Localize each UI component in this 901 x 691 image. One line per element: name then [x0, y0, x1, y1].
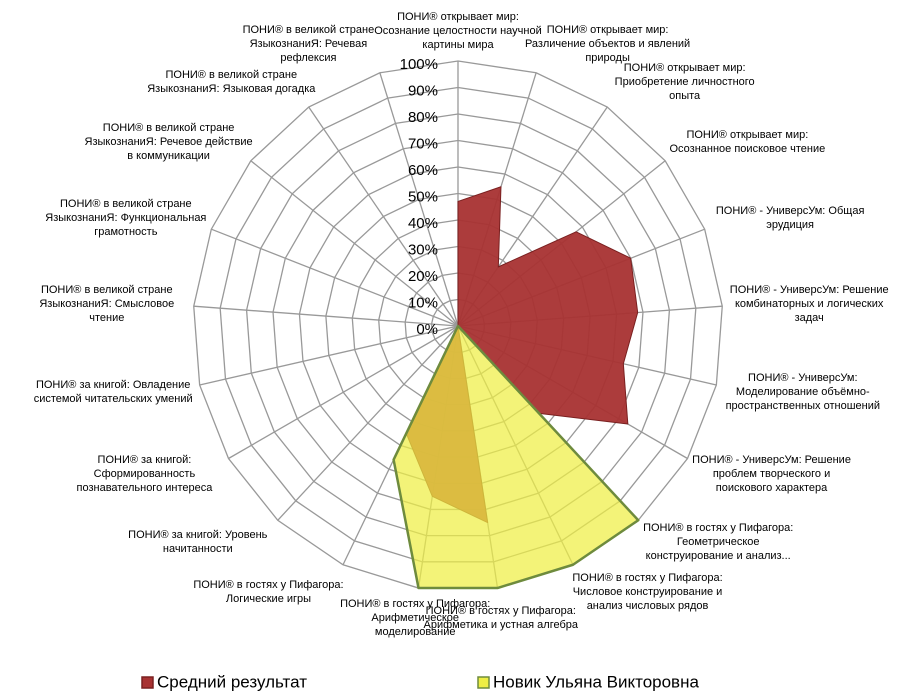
legend-swatch [141, 676, 154, 689]
spoke [250, 160, 459, 327]
category-label: ПОНИ® в гостях у Пифагора: Числовое конс… [572, 571, 723, 612]
category-label: ПОНИ® в великой стране ЯзыкознаниЯ: Язык… [147, 69, 316, 96]
r-tick-label: 30% [408, 241, 438, 258]
legend-label: Средний результат [157, 672, 307, 691]
r-tick-label: 90% [408, 82, 438, 99]
r-tick-label: 0% [416, 321, 438, 338]
category-label: ПОНИ® в великой стране ЯзыкознаниЯ: Смыс… [39, 283, 175, 324]
r-tick-label: 100% [400, 56, 438, 73]
spoke [199, 325, 459, 386]
category-label: ПОНИ® за книгой: Сформированность познав… [76, 453, 213, 494]
legend-label: Новик Ульяна Викторовна [493, 672, 699, 691]
category-label: ПОНИ® в великой стране ЯзыкознаниЯ: Рече… [242, 24, 375, 65]
category-label: ПОНИ® открывает мир: Осознание целостнос… [374, 11, 542, 51]
category-label: ПОНИ® открывает мир: Осознанное поисково… [669, 129, 826, 156]
category-label: ПОНИ® - УниверсУм: Решение комбинаторных… [729, 283, 889, 324]
r-tick-label: 10% [408, 294, 438, 311]
r-tick-label: 20% [408, 268, 438, 285]
category-label: ПОНИ® за книгой: Овладение системой чита… [33, 378, 193, 405]
category-label: ПОНИ® в великой стране ЯзыкознаниЯ: Функ… [45, 198, 207, 239]
spoke [277, 325, 459, 521]
category-label: ПОНИ® в гостях у Пифагора: Арифметика и … [423, 604, 579, 631]
r-tick-label: 50% [408, 188, 438, 205]
spoke [308, 106, 459, 327]
r-tick-label: 70% [408, 135, 438, 152]
legend-swatch [477, 676, 490, 689]
category-label: ПОНИ® в гостях у Пифагора: Логические иг… [193, 578, 344, 605]
category-label: ПОНИ® - УниверсУм: Решение проблем творч… [692, 453, 851, 494]
category-label: ПОНИ® - УниверсУм: Моделирование объёмно… [725, 371, 881, 412]
category-label: ПОНИ® - УниверсУм: Общая эрудиция [715, 205, 865, 232]
category-label: ПОНИ® открывает мир: Различение объектов… [524, 24, 691, 65]
category-label: ПОНИ® открывает мир: Приобретение личнос… [614, 62, 755, 103]
category-label: ПОНИ® в великой стране ЯзыкознаниЯ: Рече… [84, 122, 253, 163]
category-label: ПОНИ® в гостях у Пифагора: Геометрическо… [643, 522, 794, 563]
spoke [379, 72, 459, 327]
r-tick-label: 60% [408, 162, 438, 179]
spoke [228, 325, 459, 460]
category-label: ПОНИ® в гостях у Пифагора: Арифметическо… [340, 597, 491, 638]
category-label: ПОНИ® за книгой: Уровень начитанности [128, 529, 268, 556]
spoke [193, 305, 459, 327]
r-tick-label: 80% [408, 109, 438, 126]
spoke [211, 228, 459, 327]
r-tick-label: 40% [408, 215, 438, 232]
radar-area [392, 324, 640, 590]
